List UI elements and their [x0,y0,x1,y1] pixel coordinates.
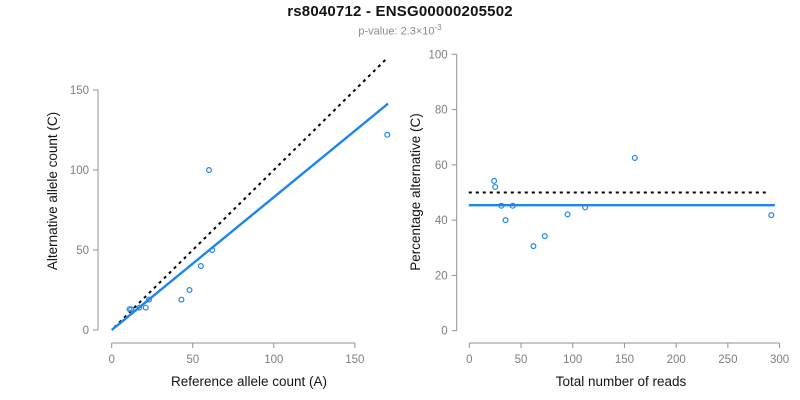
x-tick-label: 200 [667,354,686,366]
data-point [564,211,571,218]
data-point [136,304,143,311]
x-tick-label: 150 [345,354,364,366]
pvalue-label: p-value: [358,25,401,38]
x-tick-label: 150 [615,354,634,366]
data-point [128,306,135,313]
data-point [491,177,498,184]
data-point [582,204,589,211]
x-tick-label: 50 [186,354,199,366]
x-tick-label: 0 [466,354,472,366]
data-point [509,202,516,209]
x-tick-label: 100 [563,354,582,366]
x-axis-title: Total number of reads [556,374,687,389]
y-tick-label: 100 [429,49,448,61]
y-tick-label: 0 [83,325,89,337]
data-point [209,247,216,254]
fitted-allelic-ratio-line [110,102,389,331]
data-point [186,287,193,294]
data-point [541,233,548,240]
y-axis-title: Percentage alternative (C) [408,113,423,271]
data-point [197,263,204,270]
x-tick-label: 300 [770,354,789,366]
data-point [142,304,149,311]
figure-subtitle: p-value: 2.3×10-3 [0,23,800,38]
data-point [631,154,638,161]
pvalue-value: 2.3×10 [400,25,435,38]
x-tick-label: 50 [515,354,528,366]
data-point [768,212,775,219]
y-tick-label: 0 [441,326,447,338]
expected-1to1-line [113,56,389,329]
figure-title: rs8040712 - ENSG00000205502 [287,3,513,20]
y-axis-title: Alternative allele count (C) [45,112,60,270]
y-tick-label: 60 [435,160,448,172]
y-tick-label: 20 [435,270,448,282]
data-point [502,217,509,224]
y-tick-label: 50 [76,245,89,257]
data-point [530,243,537,250]
data-point [205,167,212,174]
data-point [178,296,185,303]
x-axis-title: Reference allele count (A) [171,374,327,389]
data-point [145,296,152,303]
x-tick-label: 0 [108,354,114,366]
y-tick-label: 80 [435,105,448,117]
data-point [492,183,499,190]
x-tick-label: 100 [264,354,283,366]
y-tick-label: 150 [70,85,89,97]
left-panel: 0 50 100 150 0 50 100 150 Reference allele count… [45,56,391,389]
data-point [498,202,505,209]
data-point [384,131,391,138]
pvalue-exponent: -3 [434,23,442,32]
x-tick-label: 250 [718,354,737,366]
right-panel: 0 20 40 60 80 100 0 50 100 150 200 250 300 Total numb… [408,49,789,389]
y-tick-label: 40 [435,215,448,227]
y-tick-label: 100 [70,165,89,177]
